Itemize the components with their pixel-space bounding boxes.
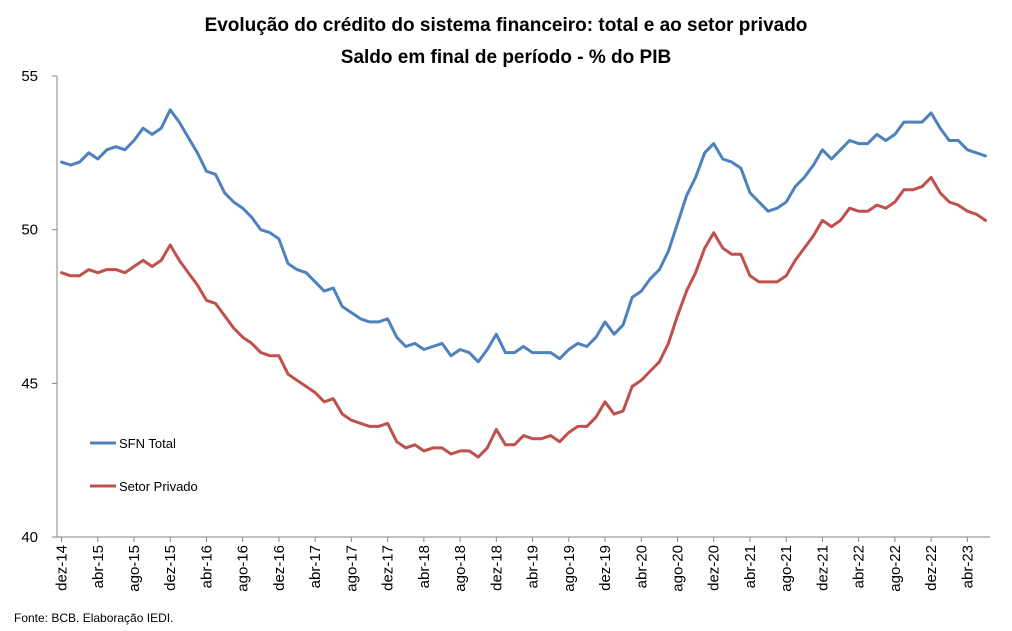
x-axis: dez-14 abr-15 ago-15 dez-15 abr-16 ago-16 dez-… — [54, 536, 990, 592]
legend-entry-sfn-total: SFN Total — [90, 436, 176, 451]
x-tick-label: ago-17 — [343, 545, 360, 592]
legend-entry-setor-privado: Setor Privado — [90, 479, 198, 494]
x-tick-label: dez-18 — [488, 545, 505, 591]
chart-title: Evolução do crédito do sistema financeir… — [205, 15, 808, 36]
y-axis: 40 45 50 55 — [21, 68, 58, 546]
x-tick-label: abr-23 — [959, 545, 976, 588]
x-tick-label: ago-20 — [669, 545, 686, 592]
source-note: Fonte: BCB. Elaboração IEDI. — [14, 611, 173, 625]
x-tick-label: ago-16 — [235, 545, 252, 592]
x-tick-label: ago-15 — [126, 545, 143, 592]
legend: SFN Total Setor Privado — [90, 436, 198, 494]
x-tick-label: dez-19 — [597, 545, 614, 591]
x-tick-label: dez-14 — [54, 545, 71, 591]
y-tick-label: 45 — [21, 375, 38, 392]
legend-label-sfn-total: SFN Total — [119, 436, 176, 451]
x-tick-label: dez-16 — [271, 545, 288, 591]
x-tick-label: abr-18 — [416, 545, 433, 588]
x-tick-label: ago-21 — [778, 545, 795, 592]
chart-subtitle: Saldo em final de período - % do PIB — [341, 47, 671, 68]
x-tick-label: ago-22 — [887, 545, 904, 592]
x-tick-labels: dez-14 abr-15 ago-15 dez-15 abr-16 ago-16 dez-… — [54, 537, 976, 592]
x-tick-label: dez-15 — [162, 545, 179, 591]
legend-label-setor-privado: Setor Privado — [119, 479, 198, 494]
x-tick-label: abr-16 — [198, 545, 215, 588]
x-tick-label: abr-22 — [851, 545, 868, 588]
y-tick-label: 50 — [21, 222, 38, 239]
x-tick-label: abr-19 — [525, 545, 542, 588]
y-tick-label: 55 — [21, 68, 38, 85]
x-tick-label: dez-17 — [380, 545, 397, 591]
x-tick-label: dez-21 — [814, 545, 831, 591]
x-tick-label: ago-18 — [452, 545, 469, 592]
series-line-setor-privado — [60, 175, 987, 459]
x-tick-label: abr-20 — [633, 545, 650, 588]
x-tick-label: dez-20 — [706, 545, 723, 591]
x-tick-label: abr-21 — [742, 545, 759, 588]
plot-area — [60, 108, 987, 459]
series-line-sfn-total — [60, 108, 987, 364]
y-tick-labels: 40 45 50 55 — [21, 68, 57, 546]
x-tick-label: abr-17 — [307, 545, 324, 588]
x-tick-label: abr-15 — [90, 545, 107, 588]
x-tick-label: dez-22 — [923, 545, 940, 591]
x-tick-label: ago-19 — [561, 545, 578, 592]
y-tick-label: 40 — [21, 529, 38, 546]
